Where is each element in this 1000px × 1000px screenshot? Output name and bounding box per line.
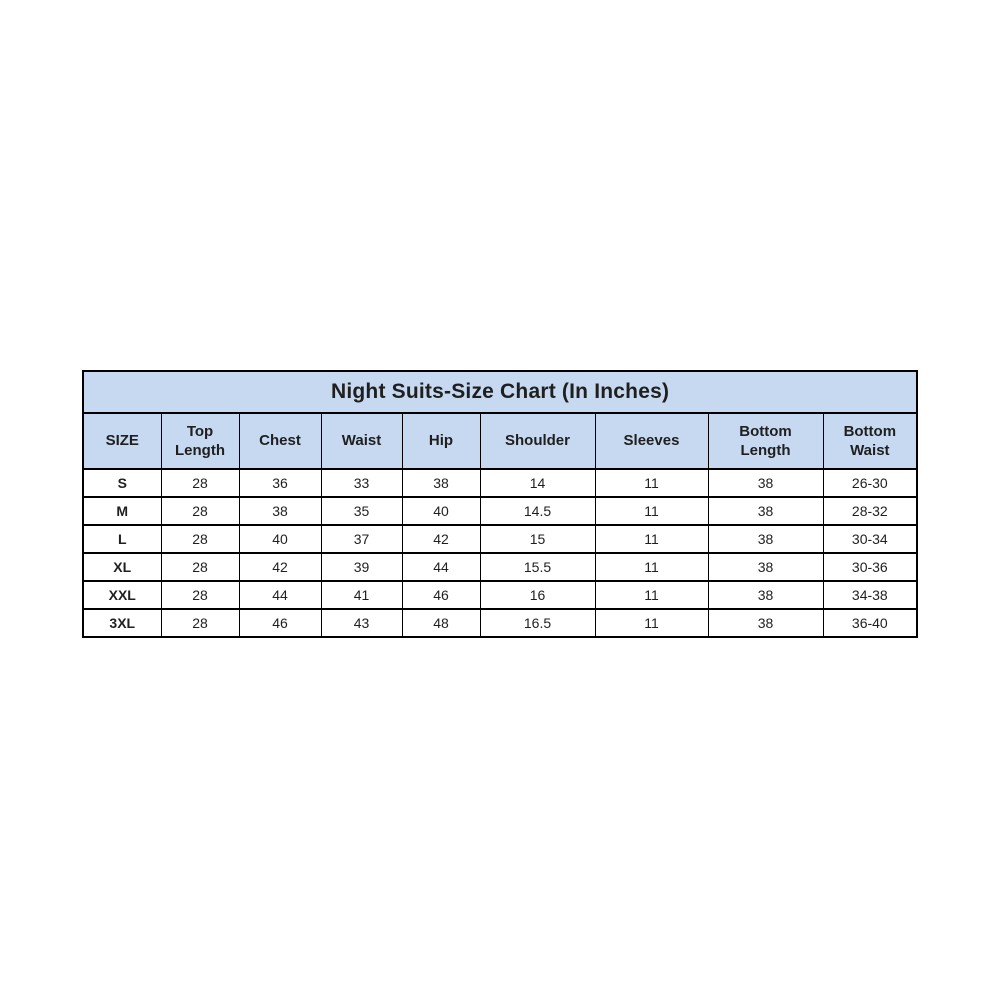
measurement-cell: 38: [707, 524, 824, 554]
size-label-cell: XXL: [82, 580, 162, 610]
measurement-cell: 34-38: [822, 580, 918, 610]
measurement-cell: 11: [594, 552, 709, 582]
measurement-cell: 26-30: [822, 468, 918, 498]
measurement-cell: 28: [160, 524, 240, 554]
size-chart-table: Night Suits-Size Chart (In Inches) SIZE T…: [82, 370, 919, 638]
measurement-cell: 28: [160, 608, 240, 638]
column-header: Bottom Length: [707, 412, 824, 470]
column-header: Waist: [320, 412, 403, 470]
size-label-cell: 3XL: [82, 608, 162, 638]
measurement-cell: 38: [707, 580, 824, 610]
column-header: Hip: [401, 412, 481, 470]
column-header: Sleeves: [594, 412, 709, 470]
measurement-cell: 40: [401, 496, 481, 526]
measurement-cell: 38: [401, 468, 481, 498]
measurement-cell: 28: [160, 468, 240, 498]
measurement-cell: 35: [320, 496, 403, 526]
table-header-row: SIZE Top Length Chest Waist Hip Shoulder Sleev…: [82, 412, 918, 470]
measurement-cell: 11: [594, 580, 709, 610]
measurement-cell: 11: [594, 468, 709, 498]
measurement-cell: 44: [238, 580, 322, 610]
measurement-cell: 38: [707, 496, 824, 526]
measurement-cell: 28: [160, 496, 240, 526]
measurement-cell: 41: [320, 580, 403, 610]
measurement-cell: 28: [160, 580, 240, 610]
measurement-cell: 40: [238, 524, 322, 554]
measurement-cell: 48: [401, 608, 481, 638]
measurement-cell: 36: [238, 468, 322, 498]
measurement-cell: 38: [707, 608, 824, 638]
size-label-cell: S: [82, 468, 162, 498]
measurement-cell: 28: [160, 552, 240, 582]
table-row: XXL 28 44 41 46 16 11 38 34-38: [82, 580, 918, 610]
table-row: S 28 36 33 38 14 11 38 26-30: [82, 468, 918, 498]
measurement-cell: 42: [238, 552, 322, 582]
measurement-cell: 37: [320, 524, 403, 554]
measurement-cell: 15.5: [479, 552, 596, 582]
measurement-cell: 16.5: [479, 608, 596, 638]
measurement-cell: 30-36: [822, 552, 918, 582]
table-title-row: Night Suits-Size Chart (In Inches): [82, 370, 918, 414]
measurement-cell: 14: [479, 468, 596, 498]
column-header: Chest: [238, 412, 322, 470]
table-row: 3XL 28 46 43 48 16.5 11 38 36-40: [82, 608, 918, 638]
measurement-cell: 42: [401, 524, 481, 554]
measurement-cell: 11: [594, 608, 709, 638]
measurement-cell: 33: [320, 468, 403, 498]
table-row: XL 28 42 39 44 15.5 11 38 30-36: [82, 552, 918, 582]
measurement-cell: 46: [238, 608, 322, 638]
measurement-cell: 38: [707, 468, 824, 498]
table-title: Night Suits-Size Chart (In Inches): [82, 370, 918, 414]
column-header: SIZE: [82, 412, 162, 470]
measurement-cell: 44: [401, 552, 481, 582]
measurement-cell: 46: [401, 580, 481, 610]
measurement-cell: 43: [320, 608, 403, 638]
measurement-cell: 14.5: [479, 496, 596, 526]
size-label-cell: M: [82, 496, 162, 526]
table-body: S 28 36 33 38 14 11 38 26-30 M 28 38 35 40 14.5 11 38 28-…: [82, 468, 918, 638]
table-row: L 28 40 37 42 15 11 38 30-34: [82, 524, 918, 554]
column-header: Bottom Waist: [822, 412, 918, 470]
measurement-cell: 15: [479, 524, 596, 554]
measurement-cell: 38: [238, 496, 322, 526]
measurement-cell: 28-32: [822, 496, 918, 526]
size-label-cell: XL: [82, 552, 162, 582]
column-header: Shoulder: [479, 412, 596, 470]
measurement-cell: 30-34: [822, 524, 918, 554]
measurement-cell: 16: [479, 580, 596, 610]
measurement-cell: 11: [594, 496, 709, 526]
measurement-cell: 36-40: [822, 608, 918, 638]
measurement-cell: 39: [320, 552, 403, 582]
measurement-cell: 38: [707, 552, 824, 582]
table-row: M 28 38 35 40 14.5 11 38 28-32: [82, 496, 918, 526]
column-header: Top Length: [160, 412, 240, 470]
size-label-cell: L: [82, 524, 162, 554]
measurement-cell: 11: [594, 524, 709, 554]
